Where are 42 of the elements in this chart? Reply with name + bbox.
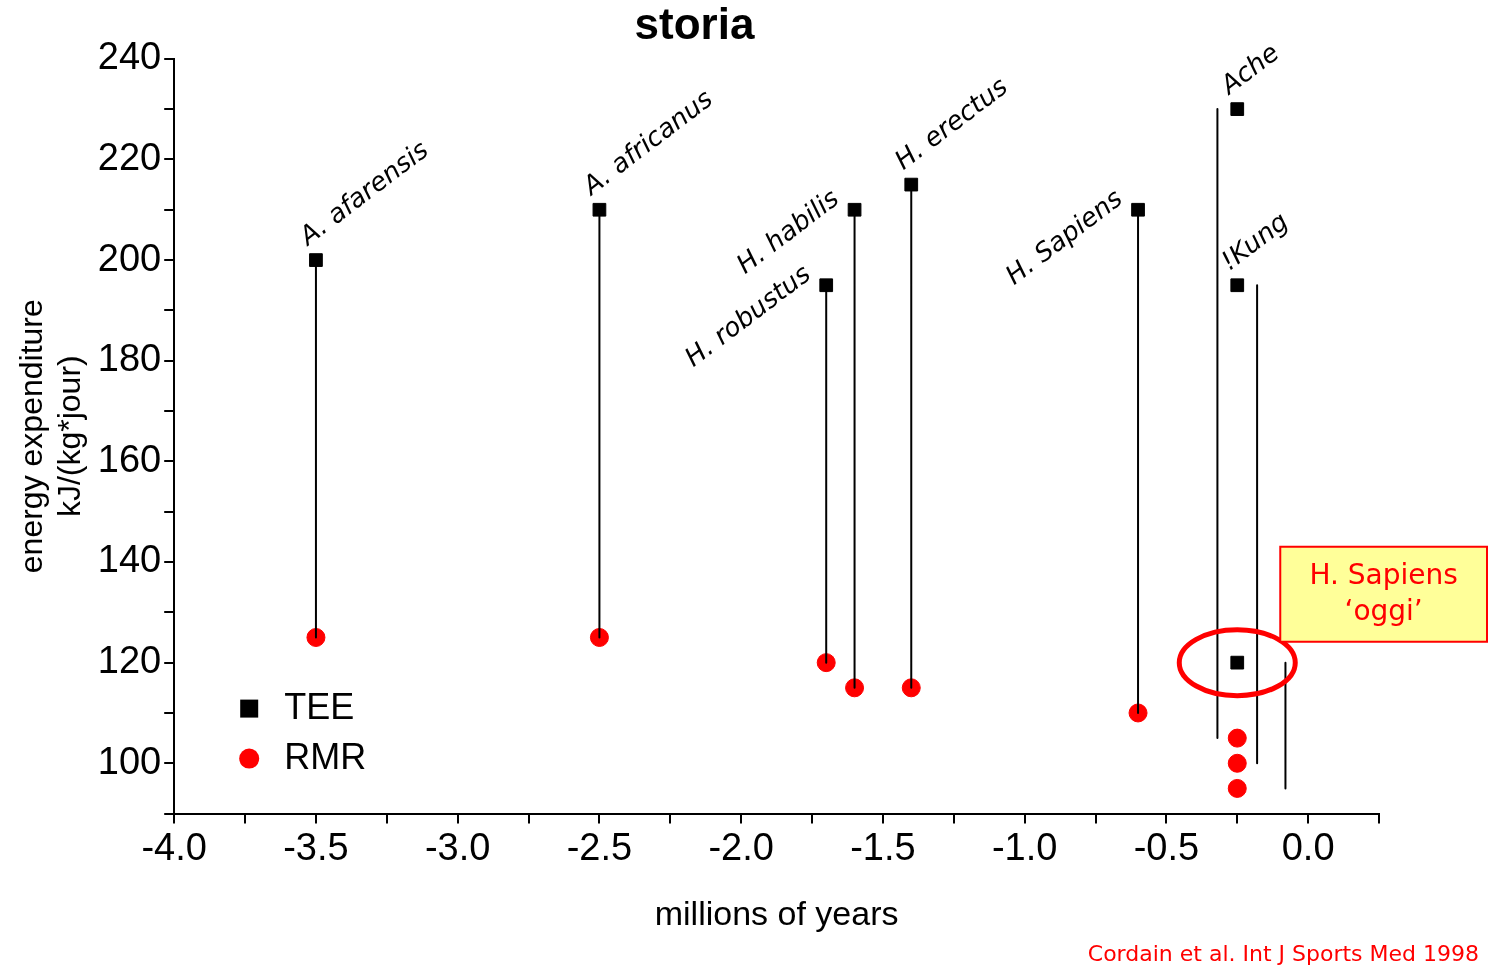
- y-tick-label: 180: [97, 337, 162, 380]
- y-axis-title: energy expenditure kJ/(kg*jour): [13, 299, 88, 574]
- point: [816, 653, 836, 673]
- chart-title: storia: [634, 0, 755, 48]
- point: [1227, 778, 1247, 798]
- point: [1227, 753, 1247, 773]
- point: [589, 627, 609, 647]
- x-tick-label: -4.0: [141, 825, 207, 868]
- x-tick-label: -3.0: [424, 825, 491, 868]
- x-tick-label: -1.0: [991, 825, 1058, 868]
- x-axis-title: millions of years: [654, 893, 899, 932]
- y-tick-label: 120: [97, 639, 162, 682]
- point: [1230, 655, 1245, 670]
- point: [819, 278, 834, 293]
- y-tick-label: 220: [97, 135, 162, 178]
- y-tick-label: 160: [97, 437, 162, 480]
- point: [1230, 102, 1245, 116]
- y-tick-label: 100: [97, 739, 162, 782]
- point: [592, 202, 607, 217]
- x-tick-label: 0.0: [1281, 825, 1335, 868]
- x-tick-label: -2.0: [708, 825, 774, 868]
- y-tick-label: 200: [97, 236, 162, 279]
- point: [1227, 728, 1247, 748]
- point: [904, 177, 919, 192]
- point: [847, 202, 862, 217]
- x-tick-label: -0.5: [1133, 825, 1200, 868]
- x-tick-label: -3.5: [283, 825, 349, 868]
- annotation: H. Sapiens ‘oggi’: [1309, 557, 1458, 627]
- point: [306, 627, 326, 647]
- point: [901, 678, 921, 698]
- point: [1131, 202, 1145, 217]
- y-tick-label: 140: [97, 538, 162, 581]
- text: Cordain et al. Int J Sports Med 1998: [1087, 940, 1479, 966]
- legend-label: RMR: [284, 735, 367, 777]
- point: [1230, 278, 1245, 293]
- x-tick-label: -1.5: [850, 825, 916, 868]
- y-tick-label: 240: [97, 35, 162, 78]
- point: [845, 678, 865, 698]
- x-tick-label: -2.5: [566, 825, 633, 868]
- legend-label: TEE: [284, 685, 355, 727]
- point: [309, 253, 323, 267]
- point: [1128, 703, 1148, 723]
